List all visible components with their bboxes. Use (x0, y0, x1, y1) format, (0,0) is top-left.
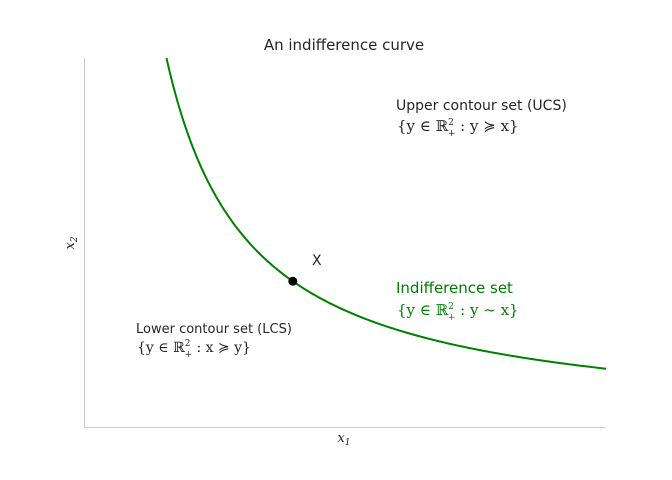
point-x-label: X (312, 253, 322, 269)
chart-title: An indifference curve (264, 36, 424, 54)
indifference-math: {y ∈ ℝ2 + : y ~ x} (397, 301, 519, 323)
x-axis-label: x1 (337, 431, 350, 448)
ucs-label: Upper contour set (UCS) (396, 98, 567, 114)
lcs-annotation: Lower contour set (LCS) {y ∈ ℝ2 + : x ≽ y… (136, 322, 292, 360)
indifference-annotation: Indifference set {y ∈ ℝ2 + : y ~ x} (396, 279, 519, 323)
indifference-curve (165, 57, 607, 370)
lcs-math: {y ∈ ℝ2 + : x ≽ y} (137, 339, 251, 360)
ucs-math: {y ∈ ℝ2 + : y ≽ x} (397, 117, 519, 139)
point-x-marker (288, 276, 298, 286)
ucs-annotation: Upper contour set (UCS) {y ∈ ℝ2 + : y ≽ x… (396, 98, 567, 139)
y-axis-label: x2 (63, 236, 80, 249)
lcs-label: Lower contour set (LCS) (136, 322, 292, 337)
indifference-label: Indifference set (396, 279, 513, 297)
